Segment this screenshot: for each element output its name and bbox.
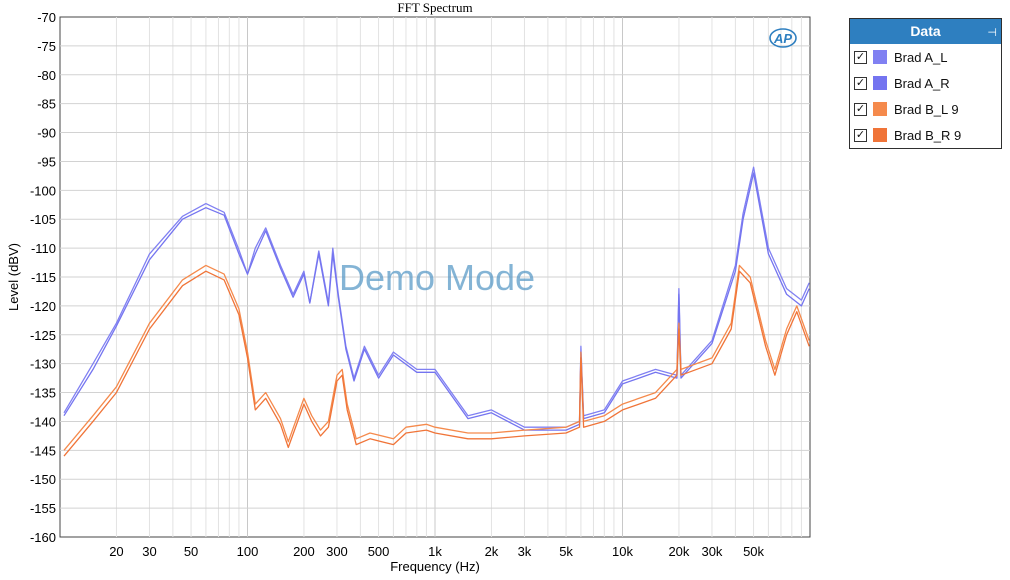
ap-logo: AP bbox=[769, 28, 797, 48]
series-group bbox=[63, 166, 810, 457]
y-tick-label: -90 bbox=[37, 126, 56, 141]
legend-header: Data ⊣ bbox=[850, 19, 1001, 44]
series-swatch bbox=[873, 76, 887, 90]
y-tick-label: -115 bbox=[31, 270, 56, 285]
legend-title: Data bbox=[910, 23, 941, 39]
legend-item-brad-a-l[interactable]: ✓ Brad A_L bbox=[850, 44, 1001, 70]
legend-item-label: Brad B_R 9 bbox=[894, 127, 962, 143]
grid bbox=[60, 17, 810, 537]
pin-icon[interactable]: ⊣ bbox=[987, 27, 997, 39]
checkbox-icon[interactable]: ✓ bbox=[854, 50, 867, 64]
y-tick-label: -70 bbox=[37, 10, 56, 25]
y-tick-label: -105 bbox=[30, 212, 56, 227]
x-tick-label: 3k bbox=[518, 544, 532, 559]
legend-panel: Data ⊣ ✓ Brad A_L ✓ Brad A_R ✓ Brad B_L … bbox=[849, 18, 1002, 149]
y-axis-label: Level (dBV) bbox=[6, 243, 21, 311]
legend-item-label: Brad B_L 9 bbox=[894, 101, 959, 117]
ap-logo-text: AP bbox=[773, 31, 792, 46]
y-tick-label: -160 bbox=[30, 530, 56, 545]
x-tick-label: 5k bbox=[559, 544, 573, 559]
checkbox-icon[interactable]: ✓ bbox=[854, 102, 867, 116]
y-tick-label: -80 bbox=[37, 68, 56, 83]
series-swatch bbox=[873, 102, 887, 116]
x-tick-label: 50 bbox=[184, 544, 198, 559]
series-swatch bbox=[873, 128, 887, 142]
series-line-2 bbox=[63, 264, 810, 451]
legend-item-label: Brad A_R bbox=[894, 75, 950, 91]
y-tick-label: -95 bbox=[37, 154, 56, 169]
y-tick-label: -140 bbox=[30, 414, 56, 429]
y-tick-label: -150 bbox=[30, 472, 56, 487]
y-tick-label: -145 bbox=[30, 443, 56, 458]
legend-item-brad-b-r[interactable]: ✓ Brad B_R 9 bbox=[850, 122, 1001, 148]
x-tick-label: 30k bbox=[701, 544, 722, 559]
y-tick-label: -85 bbox=[37, 97, 56, 112]
y-tick-label: -135 bbox=[30, 386, 56, 401]
x-tick-label: 30 bbox=[142, 544, 156, 559]
x-axis-label: Frequency (Hz) bbox=[390, 559, 480, 574]
y-axis: -70 -75 -80 -85 -90 -95 -100 -105 -110 -115 -120 -1… bbox=[30, 10, 56, 545]
x-tick-label: 50k bbox=[743, 544, 764, 559]
x-tick-label: 200 bbox=[293, 544, 315, 559]
x-tick-label: 20k bbox=[668, 544, 689, 559]
series-swatch bbox=[873, 50, 887, 64]
x-tick-label: 100 bbox=[237, 544, 259, 559]
legend-item-brad-a-r[interactable]: ✓ Brad A_R bbox=[850, 70, 1001, 96]
checkbox-icon[interactable]: ✓ bbox=[854, 128, 867, 142]
x-tick-label: 300 bbox=[326, 544, 348, 559]
x-tick-label: 20 bbox=[109, 544, 123, 559]
demo-mode-watermark: Demo Mode bbox=[339, 257, 535, 298]
legend-item-label: Brad A_L bbox=[894, 49, 948, 65]
legend-item-brad-b-l[interactable]: ✓ Brad B_L 9 bbox=[850, 96, 1001, 122]
y-tick-label: -100 bbox=[30, 183, 56, 198]
y-tick-label: -130 bbox=[30, 357, 56, 372]
x-tick-label: 1k bbox=[428, 544, 442, 559]
y-tick-label: -120 bbox=[30, 299, 56, 314]
y-tick-label: -110 bbox=[31, 241, 56, 256]
x-tick-label: 2k bbox=[485, 544, 499, 559]
checkbox-icon[interactable]: ✓ bbox=[854, 76, 867, 90]
y-tick-label: -155 bbox=[30, 501, 56, 516]
y-tick-label: -75 bbox=[37, 39, 56, 54]
chart-title: FFT Spectrum bbox=[397, 0, 472, 15]
x-tick-label: 10k bbox=[612, 544, 633, 559]
x-tick-label: 500 bbox=[368, 544, 390, 559]
x-axis: 20 30 50 100 200 300 500 1k 2k 3k 5k 10k 20k 30k 50k bbox=[109, 544, 764, 559]
y-tick-label: -125 bbox=[30, 328, 56, 343]
series-line-1 bbox=[63, 172, 810, 431]
series-line-3 bbox=[63, 270, 810, 457]
